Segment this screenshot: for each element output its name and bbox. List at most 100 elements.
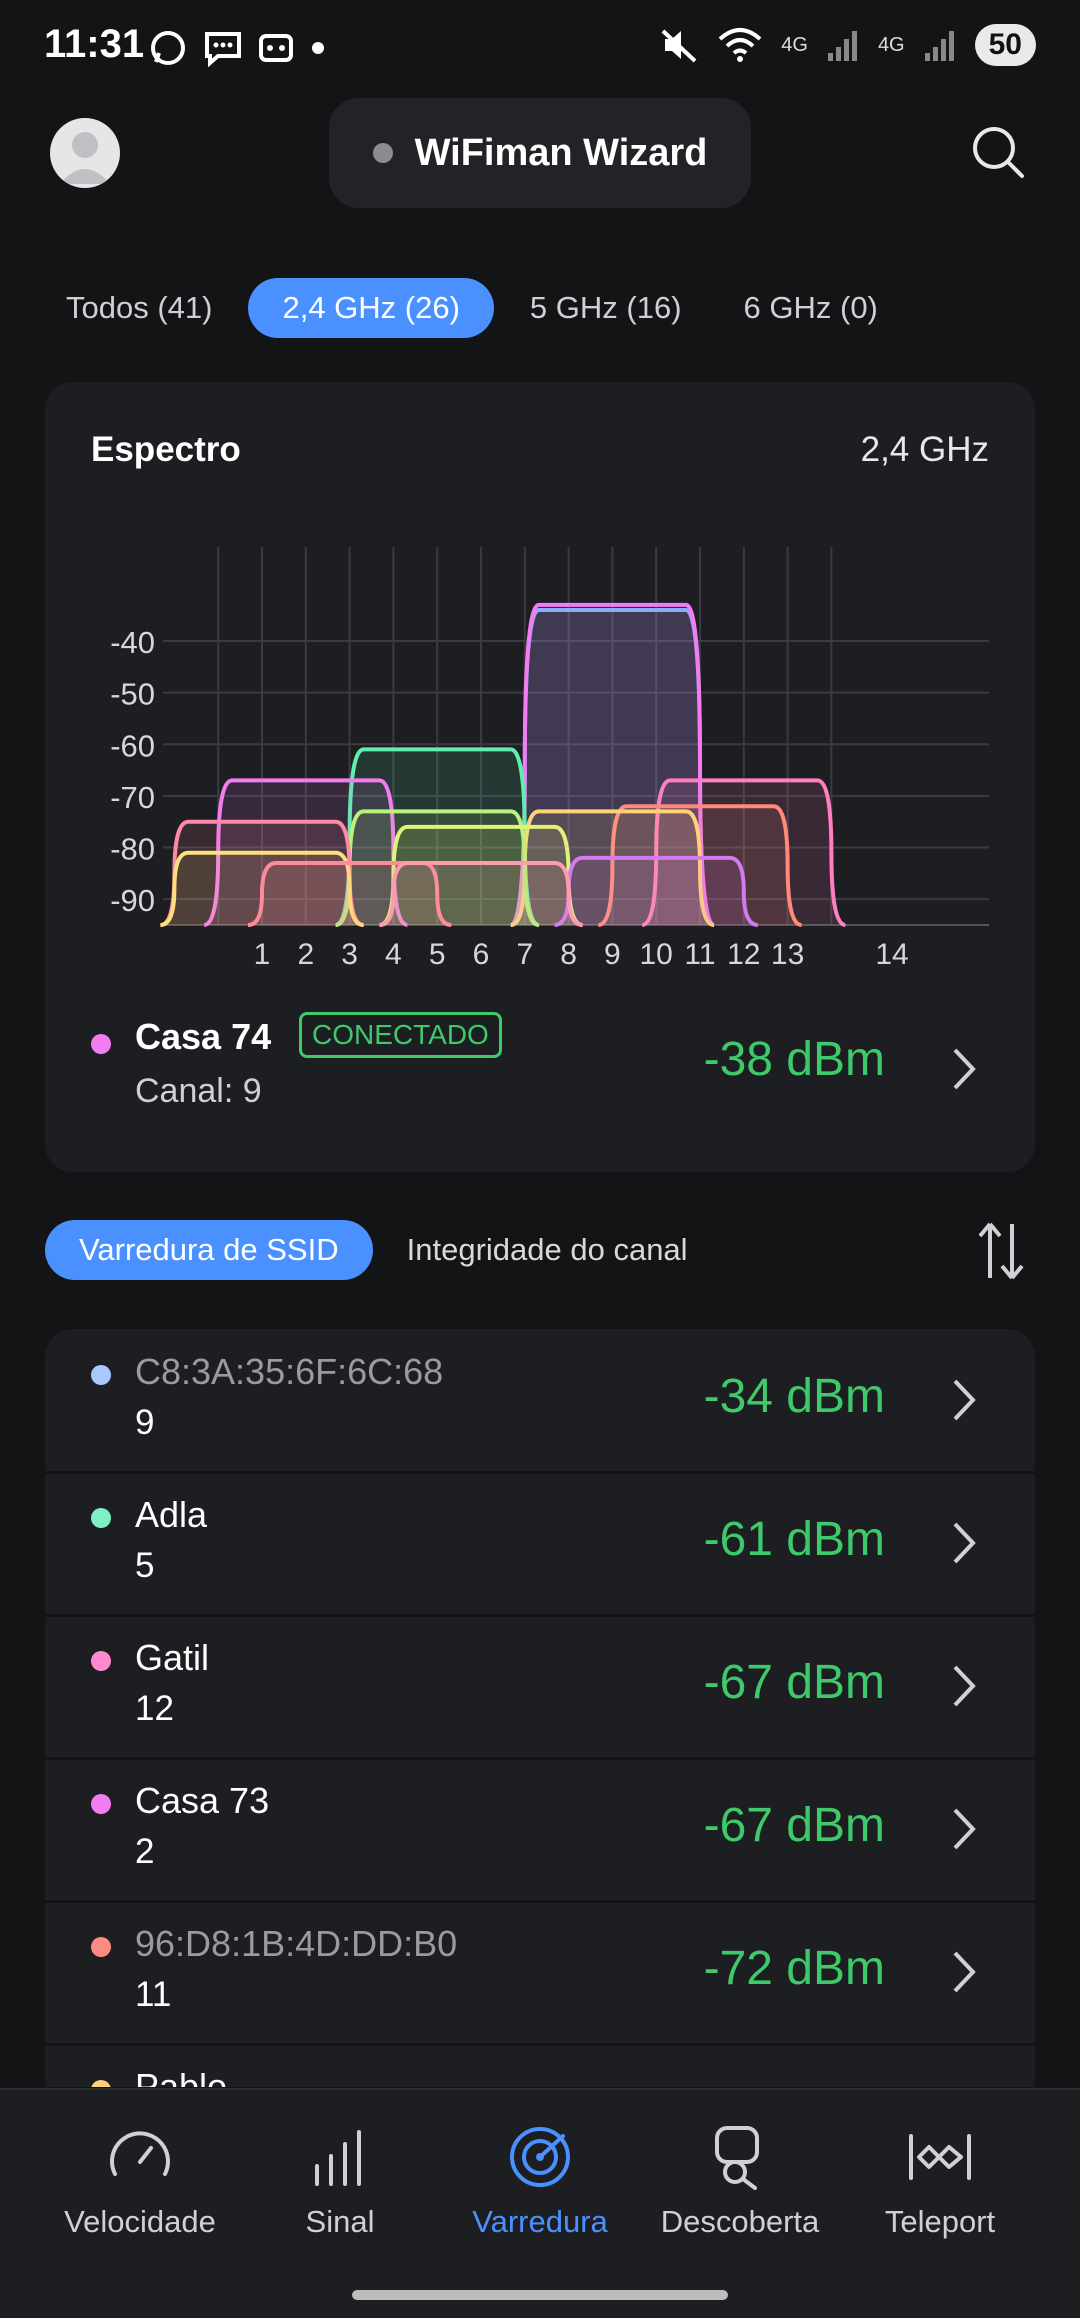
network-color-dot	[91, 1508, 111, 1528]
nav-velocidade[interactable]: Velocidade	[40, 2122, 240, 2240]
connected-network-color-dot	[91, 1034, 111, 1054]
x-tick-label: 11	[684, 938, 715, 971]
network-channel: 2	[135, 1832, 155, 1871]
x-tick-label: 2	[297, 938, 314, 971]
x-tick-label: 8	[560, 938, 577, 971]
avatar[interactable]	[50, 118, 120, 188]
notification-icons	[148, 28, 328, 68]
network-channel: 12	[135, 1689, 174, 1728]
device-selector[interactable]: WiFiman Wizard	[329, 98, 751, 208]
band-tab-6ghz[interactable]: 6 GHz (0)	[743, 290, 878, 325]
network-signal: -67 dBm	[703, 1656, 885, 1709]
x-tick-label: 1	[254, 938, 271, 971]
y-tick-label: -60	[110, 728, 155, 763]
whatsapp-icon	[151, 31, 185, 65]
cell-signal-icon-2	[924, 31, 954, 61]
connected-network-name: Casa 74	[135, 1016, 272, 1057]
chevron-right-icon	[953, 1665, 976, 1707]
network-name: Casa 73	[135, 1780, 270, 1821]
nav-label: Teleport	[884, 2204, 996, 2239]
app-title: WiFiman Wizard	[414, 131, 708, 174]
y-tick-label: -70	[110, 780, 155, 815]
nav-teleport[interactable]: Teleport	[840, 2122, 1040, 2240]
y-tick-label: -40	[110, 625, 155, 660]
search-icon[interactable]	[968, 122, 1028, 182]
x-tick-label: 7	[516, 938, 533, 971]
nav-label: Descoberta	[660, 2204, 820, 2239]
status-bar: 11:31 4G 4G 50	[0, 0, 1080, 96]
list-item[interactable]: 96:D8:1B:4D:DD:B0 11 -72 dBm	[45, 1901, 1035, 2046]
network-name: C8:3A:35:6F:6C:68	[135, 1351, 444, 1392]
network-list: C8:3A:35:6F:6C:68 9 -34 dBm Adla 5 -61 d…	[45, 1329, 1035, 2087]
y-tick-label: -90	[110, 883, 155, 918]
nav-label: Varredura	[472, 2204, 608, 2239]
x-tick-label: 3	[341, 938, 358, 971]
chevron-right-icon	[953, 1048, 976, 1090]
x-tick-label: 13	[771, 938, 804, 971]
network-channel: 9	[135, 1403, 155, 1442]
spectrum-chart: -40-50-60-70-80-90 1 2 3 4 5 6 7 8 9 10 11 12 13 14	[110, 547, 989, 971]
scan-tabs: Varredura de SSID Integridade do canal	[45, 1220, 722, 1280]
list-item[interactable]: C8:3A:35:6F:6C:68 9 -34 dBm	[45, 1329, 1035, 1474]
nav-descoberta[interactable]: Descoberta	[640, 2122, 840, 2240]
network-color-dot	[91, 1651, 111, 1671]
nav-sinal[interactable]: Sinal	[240, 2122, 440, 2240]
status-dot	[372, 143, 393, 163]
network-spectrum-band	[510, 809, 715, 927]
connected-network-channel: Canal: 9	[135, 1072, 262, 1110]
home-indicator[interactable]	[352, 2290, 728, 2300]
x-tick-label: 10	[640, 938, 673, 971]
spectrum-band: 2,4 GHz	[860, 430, 989, 469]
chevron-right-icon	[953, 1522, 976, 1564]
network-color-dot	[91, 1794, 111, 1814]
band-tab-2-4ghz[interactable]: 2,4 GHz (26)	[248, 278, 494, 338]
nav-varredura[interactable]: Varredura	[440, 2122, 640, 2240]
network-signal: -34 dBm	[703, 1370, 885, 1423]
nav-label: Velocidade	[64, 2204, 216, 2239]
sort-icon[interactable]	[974, 1218, 1028, 1284]
y-tick-label: -50	[110, 677, 155, 712]
network-spectrum-band	[554, 855, 759, 927]
list-item[interactable]: Casa 73 2 -67 dBm	[45, 1758, 1035, 1903]
network-color-dot	[91, 1937, 111, 1957]
network-signal: -61 dBm	[703, 1513, 885, 1566]
chevron-right-icon	[953, 1951, 976, 1993]
x-tick-label: 5	[429, 938, 446, 971]
signal-bars-icon	[315, 2130, 361, 2186]
x-tick-label: 12	[727, 938, 760, 971]
connected-network-row[interactable]: Casa 74 CONECTADO Canal: 9 -38 dBm	[45, 1012, 1035, 1142]
speedometer-icon	[110, 2131, 170, 2176]
radar-icon	[510, 2127, 570, 2187]
list-item[interactable]: Adla 5 -61 dBm	[45, 1472, 1035, 1617]
network-spectrum-band	[247, 861, 452, 927]
cell-signal-icon	[827, 31, 857, 61]
connected-network-signal: -38 dBm	[703, 1033, 885, 1086]
network-color-dot	[91, 2080, 111, 2087]
network-signal: -72 dBm	[703, 1942, 885, 1995]
band-tab-all[interactable]: Todos (41)	[66, 290, 213, 325]
network-channel: 11	[135, 1975, 172, 2014]
device-search-icon	[715, 2126, 759, 2190]
network-name: Adla	[135, 1494, 208, 1535]
tab-channel-integrity[interactable]: Integridade do canal	[406, 1232, 688, 1267]
battery-indicator: 50	[974, 24, 1036, 66]
list-item[interactable]: Pablo	[45, 2044, 1035, 2087]
network-name: 96:D8:1B:4D:DD:B0	[135, 1923, 458, 1964]
network-4g-label-2: 4G	[877, 33, 905, 56]
network-name: Gatil	[135, 1637, 210, 1678]
x-tick-label: 14	[875, 938, 908, 971]
network-channel: 5	[135, 1546, 155, 1585]
network-name: Pablo	[135, 2066, 228, 2087]
network-spectrum-band	[379, 861, 583, 927]
band-tab-5ghz[interactable]: 5 GHz (16)	[529, 290, 682, 325]
list-item[interactable]: Gatil 12 -67 dBm	[45, 1615, 1035, 1760]
connected-badge: CONECTADO	[299, 1012, 502, 1058]
network-4g-label: 4G	[781, 33, 808, 56]
voicemail-icon	[259, 34, 293, 62]
nav-label: Sinal	[305, 2204, 375, 2239]
tab-ssid-scan[interactable]: Varredura de SSID	[45, 1220, 373, 1280]
network-color-dot	[91, 1365, 111, 1385]
more-dot-icon	[312, 42, 324, 54]
chevron-right-icon	[953, 1808, 976, 1850]
